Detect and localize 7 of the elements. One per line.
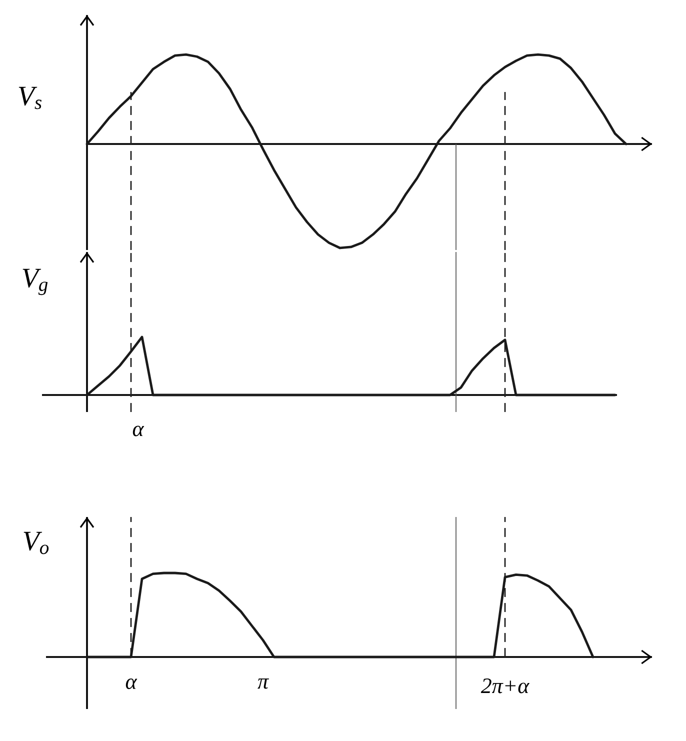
x-tick-label: 2π+α [480,678,530,694]
x-tick-label: π [258,678,269,689]
text: α [132,426,144,436]
x-tick-label: α [126,678,138,690]
y-axis-title: V$_{s}$ [18,86,42,110]
y-axis-title: V$_{o}$ [24,532,49,554]
y-axis-title: V$_{g}$ [22,268,48,296]
